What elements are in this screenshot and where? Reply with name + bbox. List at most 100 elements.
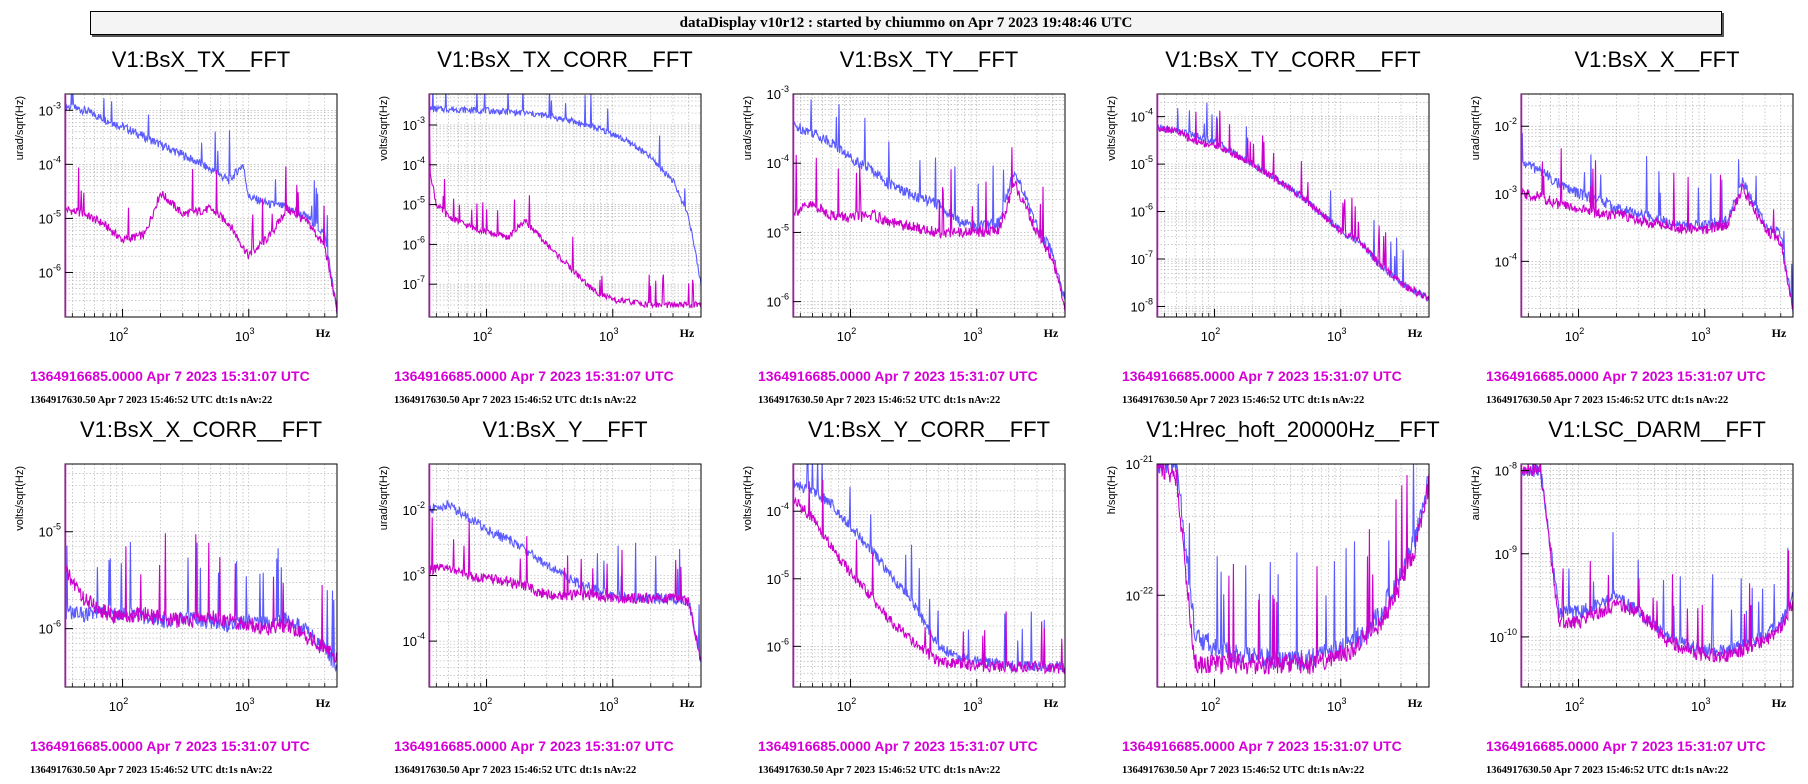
x-axis-label: Hz <box>680 326 695 340</box>
x-tick-label: 103 <box>963 696 982 714</box>
fft-panel-5: V1:BsX_X_CORR__FFT 102 103 Hz 10-6 10-5 volts/… <box>14 417 338 776</box>
fft-panel-3: V1:BsX_TY_CORR__FFT 102 103 Hz 10-8 10-7 10-6 1… <box>1106 47 1430 406</box>
fft-panel-2: V1:BsX_TY__FFT 102 103 Hz 10-6 10-5 10-4 10-3 ur… <box>742 47 1066 406</box>
y-axis-label: volts/sqrt(Hz) <box>1106 96 1118 161</box>
y-tick-label: 10-2 <box>403 500 425 518</box>
x-tick-label: 103 <box>599 326 618 344</box>
y-tick-label: 10-4 <box>403 155 425 173</box>
x-axis-label: Hz <box>316 326 331 340</box>
series-trace-current <box>1157 464 1429 672</box>
current-timestamp: 1364917630.50 Apr 7 2023 15:46:52 UTC dt… <box>394 395 636 406</box>
x-tick-label: 103 <box>235 326 254 344</box>
series-trace-reference <box>429 517 701 661</box>
x-tick-label: 103 <box>1691 696 1710 714</box>
fft-panel-8: V1:Hrec_hoft_20000Hz__FFT 102 103 Hz 10-22 10… <box>1106 417 1440 776</box>
series-trace-reference <box>429 136 701 310</box>
reference-timestamp: 1364916685.0000 Apr 7 2023 15:31:07 UTC <box>30 368 310 384</box>
y-axis-label: volts/sqrt(Hz) <box>378 96 390 161</box>
y-tick-label: 10-8 <box>1131 296 1153 314</box>
panel-title: V1:Hrec_hoft_20000Hz__FFT <box>1146 417 1440 442</box>
series-trace-reference <box>793 479 1065 675</box>
x-axis-label: Hz <box>1408 326 1423 340</box>
current-timestamp: 1364917630.50 Apr 7 2023 15:46:52 UTC dt… <box>1122 395 1364 406</box>
y-tick-label: 10-2 <box>1495 116 1517 134</box>
x-tick-label: 103 <box>1327 326 1346 344</box>
x-tick-label: 102 <box>109 326 128 344</box>
y-tick-label: 10-5 <box>403 195 425 213</box>
x-tick-label: 102 <box>473 326 492 344</box>
y-axis-label: urad/sqrt(Hz) <box>378 466 390 530</box>
y-tick-label: 10-5 <box>39 208 61 226</box>
current-timestamp: 1364917630.50 Apr 7 2023 15:46:52 UTC dt… <box>30 765 272 776</box>
y-tick-label: 10-5 <box>767 222 789 240</box>
y-tick-label: 10-3 <box>403 566 425 584</box>
x-axis-label: Hz <box>316 696 331 710</box>
x-tick-label: 102 <box>1201 326 1220 344</box>
y-tick-label: 10-6 <box>39 619 61 637</box>
current-timestamp: 1364917630.50 Apr 7 2023 15:46:52 UTC dt… <box>1122 765 1364 776</box>
x-axis-label: Hz <box>1044 326 1059 340</box>
y-tick-label: 10-4 <box>1131 107 1153 125</box>
plot-frame <box>428 93 702 318</box>
y-tick-label: 10-7 <box>403 274 425 292</box>
x-tick-label: 102 <box>1565 326 1584 344</box>
panel-title: V1:BsX_TX_CORR__FFT <box>437 47 693 72</box>
series-trace-reference <box>793 147 1065 312</box>
y-tick-label: 10-5 <box>767 569 789 587</box>
y-axis-label: volts/sqrt(Hz) <box>14 466 26 531</box>
x-tick-label: 103 <box>599 696 618 714</box>
y-tick-label: 10-5 <box>39 522 61 540</box>
y-tick-label: 10-4 <box>39 154 61 172</box>
panel-title: V1:BsX_TY__FFT <box>840 47 1019 72</box>
y-axis-label: au/sqrt(Hz) <box>1470 466 1482 520</box>
reference-timestamp: 1364916685.0000 Apr 7 2023 15:31:07 UTC <box>394 368 674 384</box>
y-tick-label: 10-8 <box>1495 461 1517 479</box>
series-trace-reference <box>1157 464 1429 675</box>
y-tick-label: 10-3 <box>403 115 425 133</box>
series-trace-reference <box>65 531 337 663</box>
plot-gridlines <box>429 94 701 317</box>
y-tick-label: 10-3 <box>1495 184 1517 202</box>
y-tick-label: 10-3 <box>767 84 789 102</box>
y-axis-label: urad/sqrt(Hz) <box>742 96 754 160</box>
plot-gridlines <box>429 464 701 687</box>
panel-title: V1:BsX_Y__FFT <box>482 417 647 442</box>
reference-timestamp: 1364916685.0000 Apr 7 2023 15:31:07 UTC <box>1486 738 1766 754</box>
y-tick-label: 10-6 <box>767 292 789 310</box>
series-trace-current <box>65 94 337 314</box>
series-trace-current <box>1157 102 1429 302</box>
current-timestamp: 1364917630.50 Apr 7 2023 15:46:52 UTC dt… <box>30 395 272 406</box>
x-axis-label: Hz <box>1408 696 1423 710</box>
reference-timestamp: 1364916685.0000 Apr 7 2023 15:31:07 UTC <box>1122 368 1402 384</box>
x-tick-label: 102 <box>109 696 128 714</box>
fft-panel-1: V1:BsX_TX_CORR__FFT 102 103 Hz 10-7 10-6 10-5 1… <box>378 47 702 406</box>
y-tick-label: 10-6 <box>1131 202 1153 220</box>
y-tick-label: 10-4 <box>403 631 425 649</box>
reference-timestamp: 1364916685.0000 Apr 7 2023 15:31:07 UTC <box>758 738 1038 754</box>
reference-timestamp: 1364916685.0000 Apr 7 2023 15:31:07 UTC <box>394 738 674 754</box>
y-tick-label: 10-7 <box>1131 249 1153 267</box>
x-tick-label: 102 <box>837 696 856 714</box>
plot-gridlines <box>1157 94 1429 318</box>
y-tick-label: 10-5 <box>1131 154 1153 172</box>
current-timestamp: 1364917630.50 Apr 7 2023 15:46:52 UTC dt… <box>394 765 636 776</box>
series-trace-reference <box>1157 110 1429 301</box>
x-tick-label: 103 <box>1691 326 1710 344</box>
series-trace-reference <box>1521 464 1793 664</box>
reference-timestamp: 1364916685.0000 Apr 7 2023 15:31:07 UTC <box>1486 368 1766 384</box>
plot-gridlines <box>1521 94 1793 317</box>
fft-panel-6: V1:BsX_Y__FFT 102 103 Hz 10-4 10-3 10-2 urad/sq… <box>378 417 702 776</box>
fft-panel-9: V1:LSC_DARM__FFT 102 103 Hz 10-10 10-9 10-8 au/… <box>1470 417 1794 776</box>
panel-title: V1:BsX_Y_CORR__FFT <box>808 417 1050 442</box>
fft-panel-4: V1:BsX_X__FFT 102 103 Hz 10-4 10-3 10-2 urad/sq… <box>1470 47 1794 406</box>
x-tick-label: 102 <box>473 696 492 714</box>
reference-timestamp: 1364916685.0000 Apr 7 2023 15:31:07 UTC <box>30 738 310 754</box>
x-tick-label: 102 <box>1201 696 1220 714</box>
current-timestamp: 1364917630.50 Apr 7 2023 15:46:52 UTC dt… <box>1486 765 1728 776</box>
series-trace-current <box>793 99 1065 300</box>
plot-gridlines <box>65 464 337 687</box>
y-tick-label: 10-9 <box>1495 544 1517 562</box>
plot-frame <box>1520 463 1794 688</box>
x-axis-label: Hz <box>1772 326 1787 340</box>
fft-panel-7: V1:BsX_Y_CORR__FFT 102 103 Hz 10-6 10-5 10-4 vo… <box>742 417 1066 776</box>
